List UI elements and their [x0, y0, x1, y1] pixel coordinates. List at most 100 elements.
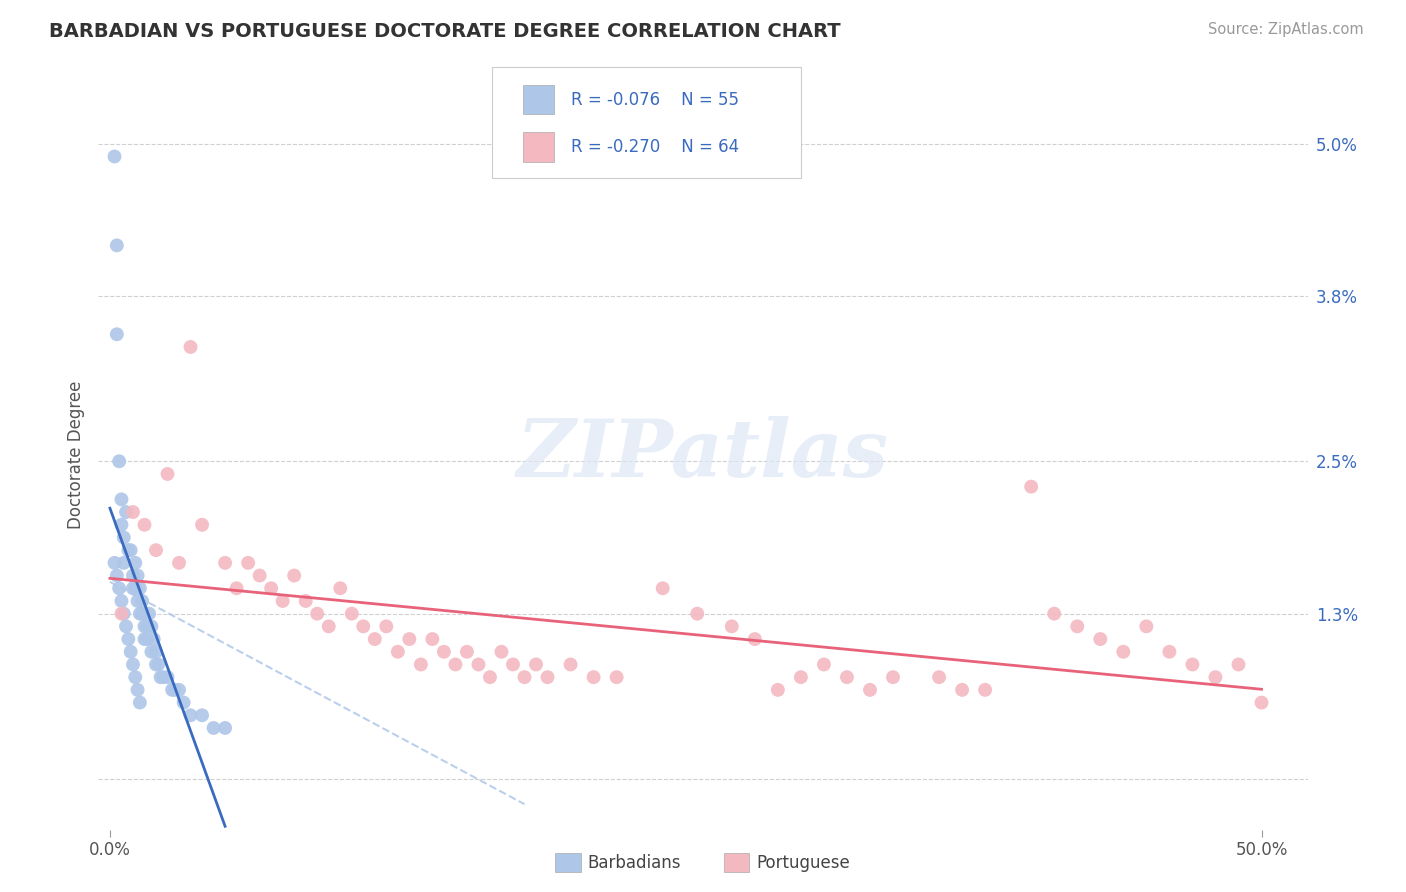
Point: [134, 517, 156, 532]
Point: [131, 594, 153, 608]
Point: [467, 657, 489, 672]
Point: [191, 708, 214, 723]
Point: [124, 581, 146, 595]
Point: [105, 238, 128, 252]
Point: [560, 657, 582, 672]
Text: ZIPatlas: ZIPatlas: [517, 417, 889, 493]
Point: [191, 517, 214, 532]
Point: [124, 670, 146, 684]
Point: [236, 556, 259, 570]
Point: [122, 505, 145, 519]
Point: [1250, 696, 1272, 710]
Point: [1227, 657, 1250, 672]
Point: [375, 619, 398, 633]
Point: [524, 657, 547, 672]
Point: [491, 645, 513, 659]
Point: [1090, 632, 1112, 646]
Point: [340, 607, 363, 621]
Point: [160, 682, 183, 697]
Point: [110, 517, 132, 532]
Point: [766, 682, 789, 697]
Text: Source: ZipAtlas.com: Source: ZipAtlas.com: [1208, 22, 1364, 37]
Point: [167, 682, 190, 697]
Point: [152, 670, 174, 684]
Point: [260, 581, 283, 595]
Point: [167, 556, 190, 570]
Point: [271, 594, 294, 608]
Point: [352, 619, 374, 633]
Point: [513, 670, 536, 684]
Point: [127, 682, 149, 697]
Point: [950, 682, 973, 697]
Point: [283, 568, 305, 582]
Point: [122, 657, 145, 672]
Point: [536, 670, 558, 684]
Point: [502, 657, 524, 672]
Point: [124, 556, 146, 570]
Point: [103, 149, 125, 163]
Point: [103, 556, 125, 570]
Point: [135, 619, 157, 633]
Point: [813, 657, 835, 672]
Point: [110, 492, 132, 507]
Point: [318, 619, 340, 633]
Point: [387, 645, 409, 659]
Point: [1135, 619, 1157, 633]
Point: [409, 657, 432, 672]
Point: [156, 670, 179, 684]
Point: [329, 581, 352, 595]
Point: [1019, 480, 1042, 494]
Point: [173, 696, 195, 710]
Point: [582, 670, 605, 684]
Point: [122, 581, 145, 595]
Text: R = -0.076    N = 55: R = -0.076 N = 55: [571, 91, 738, 109]
Point: [225, 581, 247, 595]
Text: R = -0.270    N = 64: R = -0.270 N = 64: [571, 138, 740, 156]
Point: [1066, 619, 1088, 633]
Point: [110, 607, 132, 621]
Point: [790, 670, 813, 684]
Point: [835, 670, 858, 684]
Point: [422, 632, 444, 646]
Point: [127, 594, 149, 608]
Point: [135, 632, 157, 646]
Point: [882, 670, 904, 684]
Point: [110, 594, 132, 608]
Point: [478, 670, 501, 684]
Point: [120, 645, 142, 659]
Text: Barbadians: Barbadians: [588, 854, 682, 871]
Point: [214, 556, 236, 570]
Point: [128, 581, 150, 595]
Point: [1181, 657, 1204, 672]
Text: Portuguese: Portuguese: [756, 854, 851, 871]
Point: [108, 581, 131, 595]
Point: [145, 657, 167, 672]
Point: [105, 327, 128, 342]
Point: [1043, 607, 1066, 621]
Point: [112, 607, 135, 621]
Point: [149, 670, 172, 684]
Text: BARBADIAN VS PORTUGUESE DOCTORATE DEGREE CORRELATION CHART: BARBADIAN VS PORTUGUESE DOCTORATE DEGREE…: [49, 22, 841, 41]
Point: [180, 708, 202, 723]
Point: [456, 645, 478, 659]
Point: [117, 632, 139, 646]
Point: [138, 607, 160, 621]
Point: [145, 645, 167, 659]
Point: [134, 632, 156, 646]
Point: [131, 607, 153, 621]
Point: [859, 682, 882, 697]
Point: [928, 670, 950, 684]
Point: [974, 682, 997, 697]
Point: [120, 543, 142, 558]
Point: [128, 607, 150, 621]
Point: [180, 340, 202, 354]
Point: [117, 543, 139, 558]
Point: [720, 619, 742, 633]
Point: [606, 670, 628, 684]
Point: [651, 581, 673, 595]
Point: [115, 619, 138, 633]
Point: [398, 632, 420, 646]
Point: [112, 556, 135, 570]
Point: [214, 721, 236, 735]
Point: [156, 467, 179, 481]
